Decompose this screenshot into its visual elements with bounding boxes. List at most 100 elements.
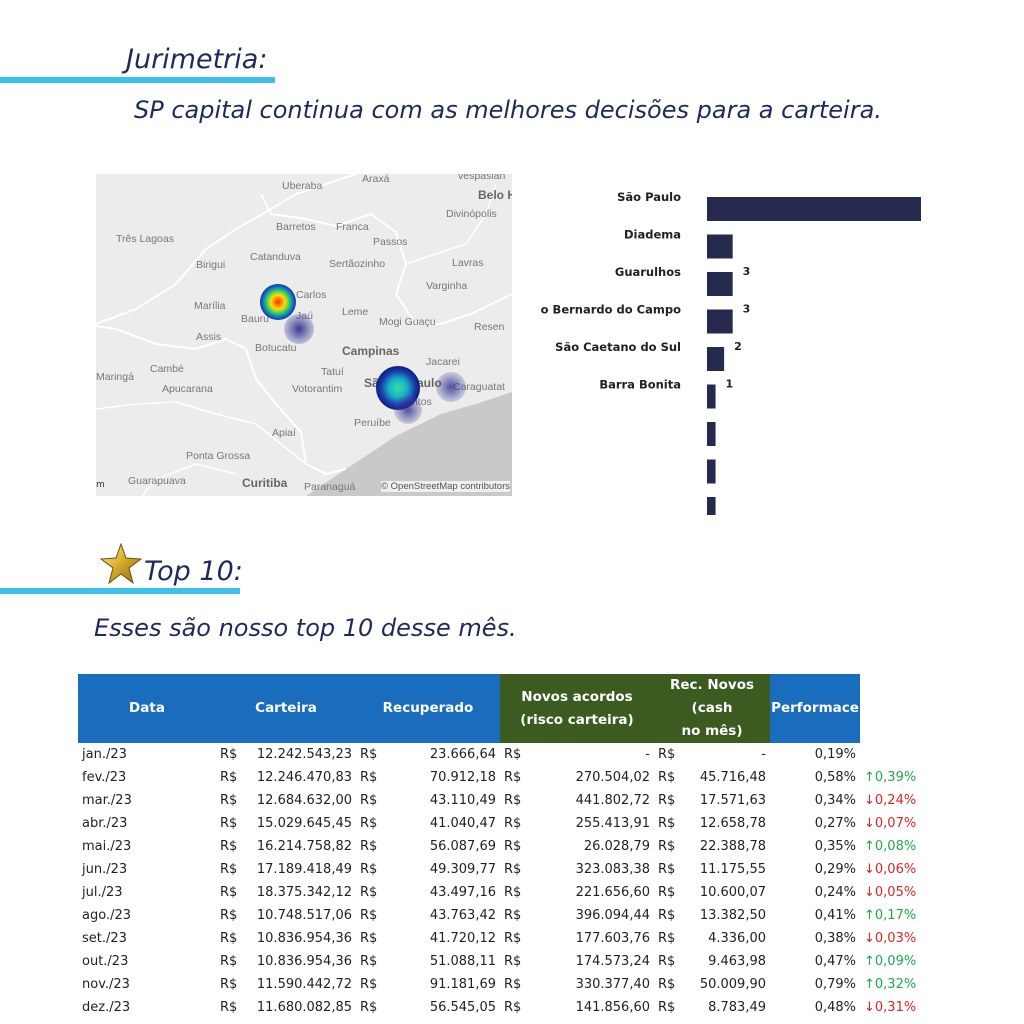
map-label: Botucatu — [255, 342, 297, 354]
novos-acordos-cell: 270.504,02 — [575, 770, 650, 785]
trend-value: 0,05% — [874, 885, 917, 900]
map-label: Curitiba — [242, 476, 288, 490]
trend-cell: ↓0,06% — [860, 858, 950, 881]
city-bar-chart: São Paulo Diadema Guarulhos 3 São Bernardo d… — [525, 185, 960, 521]
carteira-cell: 11.590.442,72 — [256, 977, 352, 992]
table-row: out./23 R$ 10.836.954,36 R$ 51.088,11 R$ 174.5… — [78, 950, 950, 973]
recuperado-cell: 51.088,11 — [429, 954, 496, 969]
trend-value: 0,32% — [874, 977, 917, 992]
bar — [707, 309, 733, 334]
map-credit-link[interactable]: © OpenStreetMap contributors — [381, 481, 510, 492]
currency-cell: R$ — [360, 862, 378, 877]
header-data: Data — [78, 674, 216, 743]
currency-cell: R$ — [504, 747, 522, 762]
carteira-cell: 10.836.954,36 — [256, 954, 352, 969]
recuperado-cell: 23.666,64 — [429, 747, 496, 762]
currency-cell: R$ — [658, 770, 676, 785]
bar-data-label: 1 — [726, 378, 734, 391]
map-label: Assis — [196, 331, 222, 343]
header-recuperado: Recuperado — [356, 674, 500, 743]
currency-cell: R$ — [360, 885, 378, 900]
arrow-up-icon: ↑ — [864, 839, 875, 854]
performace-cell: 0,47% — [814, 954, 856, 969]
header-empty — [860, 674, 950, 743]
recuperado-cell: 70.912,18 — [429, 770, 496, 785]
currency-cell: R$ — [658, 931, 676, 946]
performace-cell: 0,35% — [814, 839, 856, 854]
rec-novos-cell: 11.175,55 — [699, 862, 766, 877]
map-label: Apiaí — [272, 427, 296, 439]
currency-cell: R$ — [360, 908, 378, 923]
novos-acordos-cell: 26.028,79 — [583, 839, 650, 854]
currency-cell: R$ — [220, 1000, 238, 1015]
map-label: Peruíbe — [354, 417, 391, 429]
table-row: mai./23 R$ 16.214.758,82 R$ 56.087,69 R$ 26.02… — [78, 835, 950, 858]
performace-cell: 0,24% — [814, 885, 856, 900]
map-label: Jacarei — [426, 356, 460, 368]
date-cell: ago./23 — [82, 908, 131, 923]
date-cell: mar./23 — [82, 793, 132, 808]
map-label: Caraguatat — [453, 381, 505, 393]
heat-map[interactable]: Araxá vespasian Uberaba Belo H Divinópol… — [96, 174, 512, 496]
currency-cell: R$ — [220, 770, 238, 785]
table-header-row: Data Carteira Recuperado Novos acordos (r… — [78, 674, 950, 743]
map-label: Ponta Grossa — [186, 450, 251, 462]
novos-acordos-cell: 177.603,76 — [575, 931, 650, 946]
map-label: Guarapuava — [128, 475, 186, 487]
currency-cell: R$ — [360, 793, 378, 808]
currency-cell: R$ — [658, 1000, 676, 1015]
map-label: Votorantim — [292, 383, 343, 395]
top10-title: Top 10: — [144, 556, 243, 587]
trend-cell: ↓0,05% — [860, 881, 950, 904]
table-row: ago./23 R$ 10.748.517,06 R$ 43.763,42 R$ 396.0… — [78, 904, 950, 927]
arrow-down-icon: ↓ — [864, 816, 875, 831]
bar — [707, 347, 725, 371]
map-label: Bauru — [241, 313, 270, 325]
date-cell: fev./23 — [82, 770, 127, 785]
bar-category-label: Diadema — [624, 228, 681, 242]
date-cell: mai./23 — [82, 839, 132, 854]
carteira-cell: 10.748.517,06 — [256, 908, 352, 923]
rec-novos-cell: 8.783,49 — [708, 1000, 766, 1015]
arrow-down-icon: ↓ — [864, 862, 875, 877]
bar-data-label: 2 — [734, 340, 742, 353]
currency-cell: R$ — [220, 747, 238, 762]
currency-cell: R$ — [658, 816, 676, 831]
currency-cell: R$ — [220, 839, 238, 854]
trend-value: 0,17% — [874, 908, 917, 923]
recuperado-cell: 41.720,12 — [429, 931, 496, 946]
table-row: jan./23 R$ 12.242.543,23 R$ 23.666,64 R$ - R$ -0… — [78, 743, 950, 766]
map-label: Araxá — [362, 174, 390, 185]
map-label: Maringá — [96, 371, 134, 383]
currency-cell: R$ — [504, 954, 522, 969]
map-label: Apucarana — [162, 383, 213, 395]
carteira-cell: 12.684.632,00 — [256, 793, 352, 808]
carteira-cell: 16.214.758,82 — [256, 839, 352, 854]
jurimetria-title: Jurimetria: — [126, 44, 268, 75]
map-label: Lavras — [452, 257, 484, 269]
currency-cell: R$ — [220, 793, 238, 808]
trend-cell: ↑0,09% — [860, 950, 950, 973]
arrow-up-icon: ↑ — [864, 977, 875, 992]
currency-cell: R$ — [220, 862, 238, 877]
novos-acordos-cell: 221.656,60 — [575, 885, 650, 900]
performace-cell: 0,41% — [814, 908, 856, 923]
currency-cell: R$ — [504, 862, 522, 877]
date-cell: dez./23 — [82, 1000, 131, 1015]
carteira-cell: 12.242.543,23 — [256, 747, 352, 762]
currency-cell: R$ — [220, 931, 238, 946]
performace-cell: 0,27% — [814, 816, 856, 831]
trend-value: 0,03% — [874, 931, 917, 946]
date-cell: jul./23 — [82, 885, 123, 900]
heat-spot-jau — [284, 314, 314, 344]
currency-cell: R$ — [504, 908, 522, 923]
carteira-cell: 11.680.082,85 — [256, 1000, 352, 1015]
currency-cell: R$ — [658, 747, 676, 762]
map-label: Franca — [336, 221, 369, 233]
bar — [707, 384, 716, 409]
novos-acordos-cell: 141.856,60 — [575, 1000, 650, 1015]
rec-novos-cell: - — [761, 747, 766, 762]
bar — [707, 272, 733, 296]
currency-cell: R$ — [220, 816, 238, 831]
arrow-down-icon: ↓ — [864, 931, 875, 946]
